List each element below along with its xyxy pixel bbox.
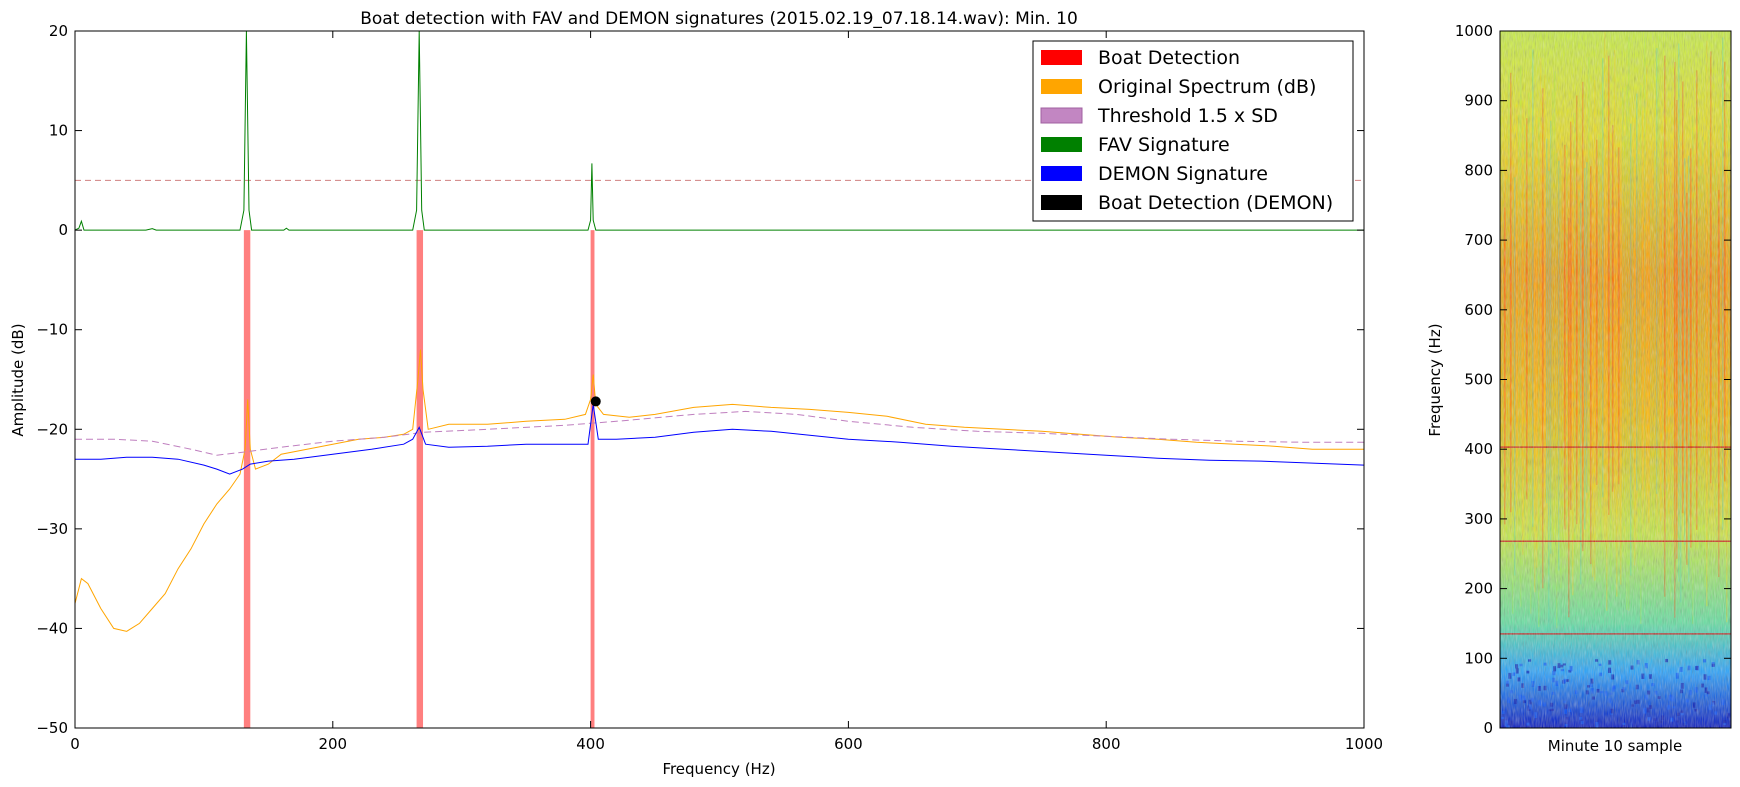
boat-detection-band-1: [416, 230, 424, 728]
legend-box: [1032, 40, 1354, 222]
series-line-threshold-1-5-x-sd: [75, 410, 1364, 456]
legend-label-4: DEMON Signature: [1098, 163, 1268, 185]
spectrogram-y-label: Frequency (Hz): [1426, 323, 1444, 436]
x-tick-label-3: 600: [834, 735, 863, 753]
legend-swatch-3: [1041, 137, 1082, 152]
y-tick-label-4: −20: [36, 420, 68, 438]
spec-y-tick-label-3: 300: [1464, 510, 1493, 528]
spec-y-tick-label-5: 500: [1464, 371, 1493, 389]
x-tick-label-1: 200: [318, 735, 347, 753]
y-tick-label-0: 20: [49, 22, 68, 40]
spec-y-tick-label-1: 100: [1464, 649, 1493, 667]
boat-detection-band-0: [243, 230, 251, 728]
spectrogram-x-label: Minute 10 sample: [1548, 737, 1682, 755]
spec-y-tick-label-4: 400: [1464, 440, 1493, 458]
legend-swatch-1: [1041, 79, 1082, 94]
legend-swatch-4: [1041, 166, 1082, 181]
spec-y-tick-label-6: 600: [1464, 301, 1493, 319]
spec-y-tick-label-0: 0: [1483, 719, 1493, 737]
legend-swatch-2: [1040, 107, 1083, 124]
chart-title: Boat detection with FAV and DEMON signat…: [360, 9, 1078, 29]
spec-y-tick-label-10: 1000: [1455, 22, 1493, 40]
plot-frame: [74, 30, 1365, 729]
y-tick-label-3: −10: [36, 321, 68, 339]
spectrogram: 0 100 200 300 400 500 600 700 800 900 1000 Minute …: [1426, 22, 1732, 755]
legend-label-2: Threshold 1.5 x SD: [1097, 105, 1278, 127]
main-chart: 0 200 400 600 800 1000 20 10 0 −10 −20 −30 −40 −50 Bo…: [9, 9, 1383, 778]
legend-label-5: Boat Detection (DEMON): [1098, 192, 1333, 214]
x-tick-label-0: 0: [70, 735, 80, 753]
spec-y-tick-label-7: 700: [1464, 231, 1493, 249]
main-plot-marks: [75, 31, 1364, 728]
y-tick-label-2: 0: [58, 221, 68, 239]
legend-swatch-0: [1041, 50, 1082, 65]
spec-y-tick-label-9: 900: [1464, 92, 1493, 110]
legend-label-3: FAV Signature: [1098, 134, 1230, 156]
legend-label-1: Original Spectrum (dB): [1098, 76, 1316, 98]
legend-label-0: Boat Detection: [1098, 47, 1240, 69]
series-line-original-spectrum-db: [75, 349, 1364, 632]
legend: Boat Detection Original Spectrum (dB) Thre…: [1032, 40, 1354, 222]
x-tick-label-2: 400: [576, 735, 605, 753]
x-tick-label-5: 1000: [1345, 735, 1383, 753]
x-axis-label: Frequency (Hz): [662, 760, 775, 778]
y-tick-label-7: −50: [36, 719, 68, 737]
main-axes: 0 200 400 600 800 1000 20 10 0 −10 −20 −30 −40 −50: [36, 22, 1383, 753]
series-line-demon-signature: [75, 404, 1364, 475]
spec-y-tick-label-2: 200: [1464, 580, 1493, 598]
boat-detection-band-2: [590, 230, 595, 728]
x-tick-label-4: 800: [1092, 735, 1121, 753]
y-axis-label: Amplitude (dB): [9, 323, 27, 436]
spectrogram-noise: [1500, 31, 1731, 728]
spectrogram-axes: 0 100 200 300 400 500 600 700 800 900 1000: [1455, 22, 1731, 737]
demon-detection-point-0: [590, 396, 601, 407]
spec-y-tick-label-8: 800: [1464, 161, 1493, 179]
series-line-fav-signature: [75, 31, 1364, 231]
y-tick-label-6: −40: [36, 619, 68, 637]
legend-swatch-5: [1041, 195, 1082, 210]
y-tick-label-5: −30: [36, 520, 68, 538]
y-tick-label-1: 10: [49, 122, 68, 140]
